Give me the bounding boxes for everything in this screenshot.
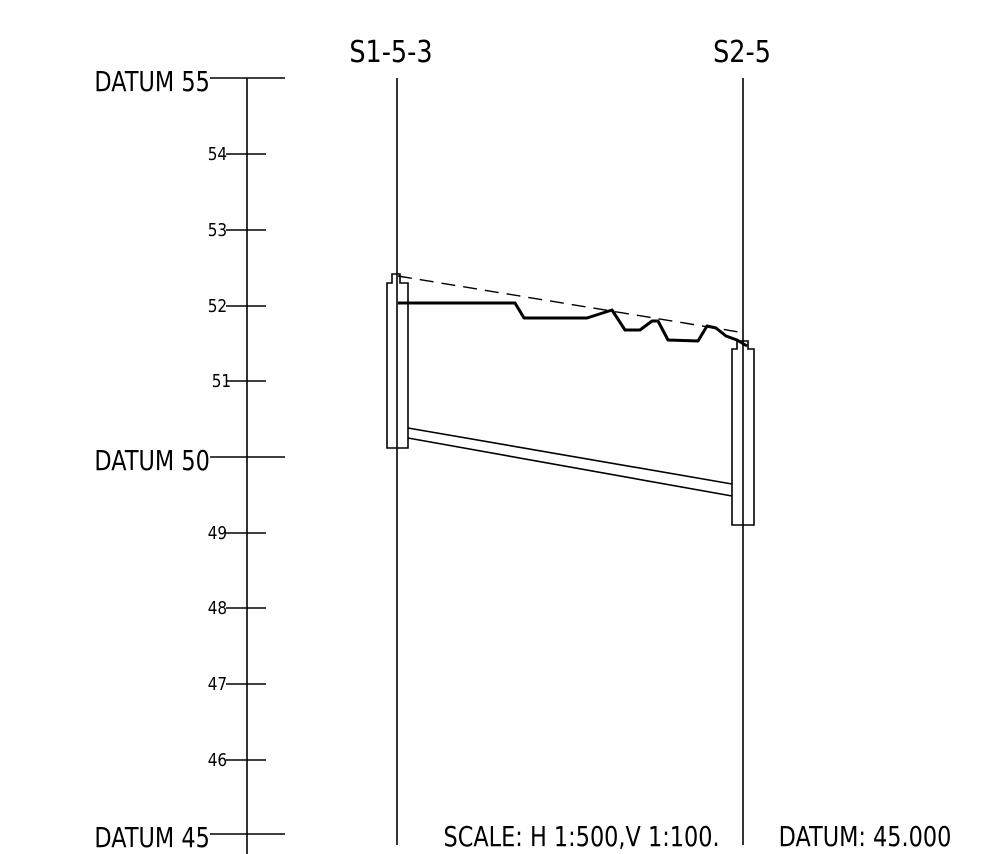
datum-note: DATUM: 45.000: [779, 819, 952, 852]
manhole-right: [731, 340, 755, 526]
tick-label-53: 53: [208, 219, 227, 241]
station-label-left: S1-5-3: [349, 34, 432, 70]
pipe-top-line: [407, 427, 733, 485]
datum-label-55: DATUM 55: [94, 64, 209, 97]
tick-label-47: 47: [208, 673, 227, 695]
tick-label-51: 51: [212, 370, 231, 392]
tick-label-52: 52: [208, 295, 227, 317]
tick-label-54: 54: [208, 143, 227, 165]
datum-label-45: DATUM 45: [94, 820, 209, 853]
pipe-bottom-line: [407, 437, 733, 497]
ground-profile-line: [398, 301, 748, 348]
scale-note: SCALE: H 1:500,V 1:100.: [444, 819, 720, 852]
manhole-left: [386, 273, 409, 449]
tick-label-46: 46: [208, 749, 227, 771]
design-grade-line: [397, 275, 746, 334]
tick-label-48: 48: [208, 597, 227, 619]
datum-label-50: DATUM 50: [94, 443, 209, 476]
station-label-right: S2-5: [713, 34, 771, 70]
tick-label-49: 49: [208, 522, 227, 544]
